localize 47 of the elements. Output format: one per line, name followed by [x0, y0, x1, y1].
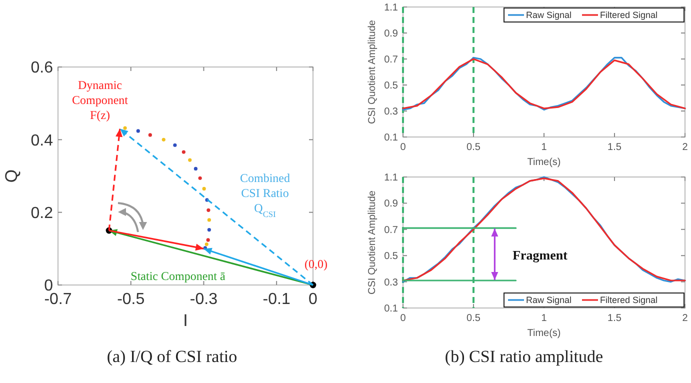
x-tick-label: 0 — [400, 313, 406, 324]
y-tick-label: 0.3 — [384, 106, 398, 118]
y-tick-label: 0.5 — [384, 80, 398, 92]
x-tick-label: 1.5 — [608, 313, 622, 324]
x-axis-title: I — [183, 311, 188, 330]
x-tick-label: -0.1 — [262, 291, 290, 308]
y-tick-label: 1.1 — [384, 2, 398, 14]
annotation: Dynamic Component F(z) — [72, 78, 129, 122]
y-tick-label: 0.1 — [384, 304, 398, 314]
x-tick-label: 2 — [682, 142, 688, 153]
annotation: Static Component ā — [130, 269, 226, 284]
x-tick-label: -0.5 — [117, 291, 145, 308]
x-tick-label: 0 — [308, 291, 318, 308]
y-tick-label: 0.7 — [384, 54, 398, 66]
legend-label: Raw Signal — [526, 10, 572, 20]
text: (a) I/Q of CSI ratio — [106, 347, 238, 366]
annotation: Combined CSI Ratio Q$_{CSI}$ — [240, 171, 290, 219]
y-tick-label: 0.6 — [30, 60, 54, 77]
x-tick-label: -0.3 — [190, 291, 218, 308]
y-axis-title: CSI Quotient Amplitude — [367, 20, 378, 124]
legend-label: Raw Signal — [526, 295, 572, 306]
legend-label: Filtered Signal — [600, 10, 658, 20]
y-tick-label: 0.9 — [384, 28, 398, 40]
x-axis-title: Time(s) — [527, 328, 561, 339]
y-tick-label: 1.1 — [384, 172, 398, 184]
y-tick-label: 0.9 — [384, 198, 398, 210]
x-tick-label: 1 — [541, 142, 548, 153]
y-tick-label: 0.2 — [30, 204, 54, 222]
y-tick-label: 0.1 — [384, 132, 398, 144]
x-tick-label: 0.5 — [466, 142, 481, 153]
x-tick-label: 1.5 — [608, 142, 622, 153]
text: (b) CSI ratio amplitude — [444, 347, 604, 366]
y-tick-label: 0.7 — [384, 224, 398, 236]
annotation: Fragment — [512, 248, 568, 263]
y-tick-label: 0.4 — [30, 132, 54, 150]
annotation: (0,0) — [304, 257, 328, 272]
x-axis-title: Time(s) — [527, 157, 561, 168]
x-tick-label: 0.5 — [466, 313, 481, 324]
x-tick-label: 2 — [682, 313, 688, 324]
x-tick-label: 0 — [400, 142, 406, 153]
x-tick-label: -0.7 — [44, 291, 72, 308]
x-tick-label: 1 — [541, 313, 548, 324]
y-axis-title: Q — [2, 169, 21, 183]
legend-label: Filtered Signal — [600, 295, 658, 306]
y-axis-title: CSI Quotient Amplitude — [367, 190, 378, 294]
y-tick-label: 0.5 — [384, 251, 398, 262]
y-tick-label: 0.3 — [384, 277, 398, 288]
